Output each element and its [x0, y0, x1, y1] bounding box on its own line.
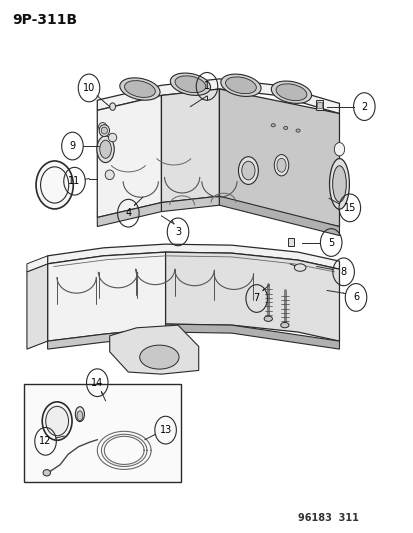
Ellipse shape: [124, 80, 155, 98]
Ellipse shape: [332, 166, 345, 202]
Ellipse shape: [170, 73, 210, 95]
Ellipse shape: [101, 127, 107, 134]
Ellipse shape: [271, 81, 311, 103]
Polygon shape: [27, 264, 47, 349]
Text: 1: 1: [204, 82, 209, 91]
Polygon shape: [97, 95, 161, 217]
Text: 2: 2: [360, 102, 367, 111]
Polygon shape: [161, 89, 219, 203]
Text: 6: 6: [352, 293, 358, 302]
Polygon shape: [97, 79, 339, 114]
Ellipse shape: [105, 170, 114, 180]
Text: 96183  311: 96183 311: [297, 513, 358, 523]
Polygon shape: [47, 328, 165, 349]
Polygon shape: [165, 324, 339, 349]
Ellipse shape: [98, 123, 107, 131]
Text: 9: 9: [69, 141, 75, 151]
Ellipse shape: [225, 77, 256, 94]
Ellipse shape: [263, 316, 272, 321]
Ellipse shape: [75, 407, 84, 422]
Ellipse shape: [175, 76, 205, 93]
Polygon shape: [165, 252, 339, 341]
Bar: [316, 102, 321, 108]
Ellipse shape: [280, 322, 288, 328]
Ellipse shape: [36, 161, 73, 208]
Polygon shape: [109, 325, 198, 374]
Bar: [287, 238, 293, 246]
Ellipse shape: [100, 140, 111, 158]
Ellipse shape: [119, 78, 160, 100]
Ellipse shape: [329, 159, 349, 209]
Ellipse shape: [295, 129, 299, 132]
Ellipse shape: [276, 158, 285, 172]
Ellipse shape: [334, 142, 344, 156]
Ellipse shape: [108, 133, 116, 142]
Ellipse shape: [220, 74, 261, 96]
Ellipse shape: [271, 124, 275, 127]
Ellipse shape: [294, 264, 305, 271]
Text: 9P-311B: 9P-311B: [12, 13, 77, 27]
Ellipse shape: [97, 136, 114, 163]
Polygon shape: [219, 196, 339, 236]
Polygon shape: [27, 256, 47, 272]
Polygon shape: [47, 252, 165, 341]
Ellipse shape: [275, 84, 306, 101]
Ellipse shape: [77, 411, 83, 421]
Text: 11: 11: [68, 176, 81, 186]
Text: 4: 4: [125, 208, 131, 218]
Ellipse shape: [43, 470, 50, 476]
Polygon shape: [47, 244, 339, 269]
Text: 10: 10: [83, 83, 95, 93]
Ellipse shape: [109, 103, 115, 110]
Bar: [24, 384, 181, 482]
Text: 3: 3: [175, 227, 180, 237]
Ellipse shape: [273, 155, 288, 176]
Text: 7: 7: [253, 294, 259, 303]
Polygon shape: [97, 203, 161, 227]
Ellipse shape: [140, 345, 178, 369]
Ellipse shape: [283, 126, 287, 130]
Ellipse shape: [241, 161, 254, 180]
Polygon shape: [161, 196, 219, 212]
Polygon shape: [219, 89, 339, 227]
Text: 5: 5: [327, 238, 334, 247]
Text: 15: 15: [343, 203, 355, 213]
Ellipse shape: [44, 405, 70, 438]
Ellipse shape: [99, 125, 109, 136]
Ellipse shape: [238, 157, 258, 184]
Bar: [315, 100, 323, 110]
Text: 14: 14: [91, 378, 103, 387]
Text: 8: 8: [340, 267, 346, 277]
Text: 13: 13: [159, 425, 171, 435]
Text: 12: 12: [39, 437, 52, 446]
